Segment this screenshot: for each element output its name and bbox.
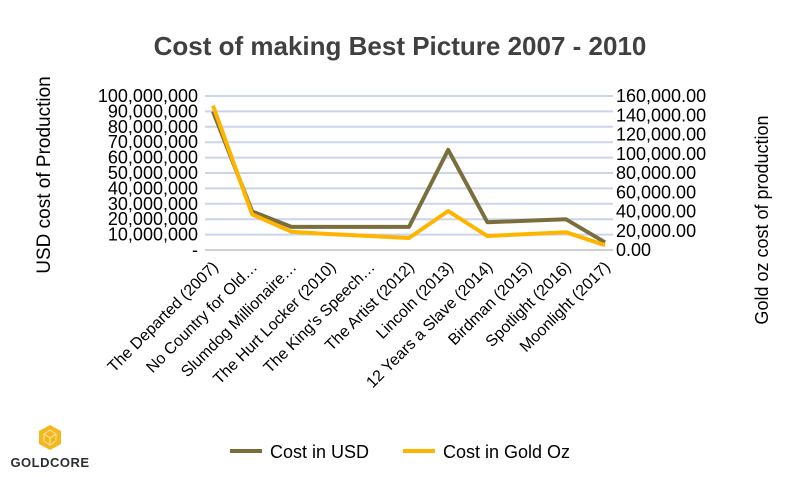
y-tick-label: 80,000,000 <box>108 117 198 137</box>
y-tick-label: 70,000,000 <box>108 132 198 152</box>
y-tick-label: 10,000,000 <box>108 225 198 245</box>
y2-tick-label: 80,000.00 <box>616 163 696 183</box>
goldcore-logo: GOLDCORE <box>10 425 89 470</box>
y-tick-label: 50,000,000 <box>108 163 198 183</box>
y-tick-label: 30,000,000 <box>108 194 198 214</box>
legend-label: Cost in Gold Oz <box>443 442 570 462</box>
y2-tick-label: 0.00 <box>616 240 651 260</box>
y-tick-label: 20,000,000 <box>108 209 198 229</box>
y-tick-label: 40,000,000 <box>108 178 198 198</box>
y2-tick-label: 100,000.00 <box>616 144 706 164</box>
logo-text: GOLDCORE <box>10 455 89 470</box>
y2-tick-label: 20,000.00 <box>616 221 696 241</box>
y-tick-label: 90,000,000 <box>108 101 198 121</box>
chart-title: Cost of making Best Picture 2007 - 2010 <box>154 31 647 61</box>
y2-tick-label: 120,000.00 <box>616 125 706 145</box>
y2-tick-label: 40,000.00 <box>616 202 696 222</box>
legend: Cost in USD Cost in Gold Oz <box>230 442 570 462</box>
y-tick-label: - <box>192 240 198 260</box>
y2-tick-label: 160,000.00 <box>616 86 706 106</box>
y-axis-title: USD cost of Production <box>34 76 55 273</box>
y-tick-label: 100,000,000 <box>98 86 198 106</box>
y2-tick-label: 60,000.00 <box>616 182 696 202</box>
y2-axis-title: Gold oz cost of production <box>752 115 772 324</box>
y2-tick-label: 140,000.00 <box>616 105 706 125</box>
y-tick-label: 60,000,000 <box>108 148 198 168</box>
legend-label: Cost in USD <box>270 442 369 462</box>
